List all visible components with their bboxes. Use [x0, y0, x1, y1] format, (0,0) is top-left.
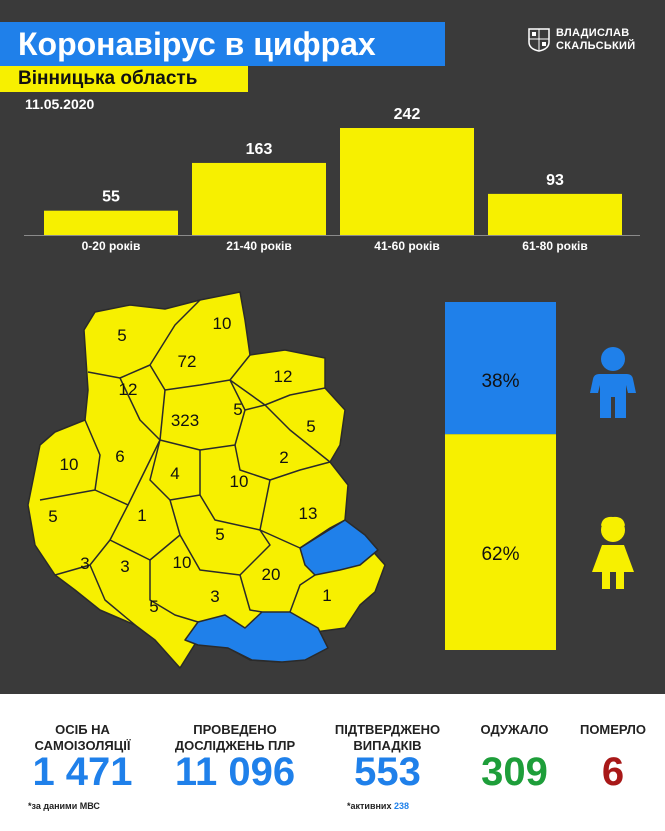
- title-banner: Коронавірус в цифрах: [0, 22, 445, 66]
- region-subtitle: Вінницька область: [18, 68, 198, 89]
- age-category-label: 0-20 років: [82, 239, 141, 253]
- district-value: 5: [149, 597, 158, 616]
- page-title: Коронавірус в цифрах: [18, 26, 376, 62]
- pcr-tests-value: 11 096: [174, 750, 296, 794]
- district-value: 4: [170, 464, 179, 483]
- district-borders: [39, 299, 346, 626]
- self-isolation-value: 1 471: [32, 750, 133, 794]
- district-value: 13: [299, 504, 318, 523]
- stats-panel: ОСІБ НА САМОІЗОЛЯЦІЇ 1 471 *за даними МВ…: [0, 694, 665, 831]
- age-bar: [340, 128, 474, 235]
- district-value: 5: [215, 525, 224, 544]
- source-note: *за даними МВС: [28, 801, 100, 811]
- district-value: 1: [137, 506, 146, 525]
- district-value: 2: [279, 448, 288, 467]
- female-percent-label: 62%: [481, 544, 520, 565]
- district-value: 12: [119, 380, 138, 399]
- age-bar-value: 93: [546, 172, 564, 189]
- male-percent-label: 38%: [481, 371, 520, 392]
- age-bar: [44, 210, 178, 235]
- age-bar: [488, 193, 622, 235]
- age-bar: [192, 162, 326, 235]
- deaths-label: ПОМЕРЛО: [579, 722, 647, 737]
- district-value: 5: [306, 417, 315, 436]
- age-bar-value: 55: [102, 189, 120, 206]
- gender-segment: [445, 434, 556, 650]
- district-value: 12: [274, 367, 293, 386]
- district-value: 1: [322, 586, 331, 605]
- district-value: 5: [233, 400, 242, 419]
- age-category-label: 61-80 років: [522, 239, 587, 253]
- confirmed-label: ПІДТВЕРДЖЕНО ВИПАДКІВ: [334, 722, 441, 753]
- age-bar-chart: 55 0-20 років 163 21-40 років 242 41-60 років…: [24, 106, 640, 253]
- district-value: 10: [230, 472, 249, 491]
- district-value: 6: [115, 447, 124, 466]
- district-value: 10: [173, 553, 192, 572]
- district-value: 72: [178, 352, 197, 371]
- district-value: 5: [117, 326, 126, 345]
- district-value: 10: [60, 455, 79, 474]
- active-note: *активних 238: [347, 801, 410, 811]
- district-value: 10: [213, 314, 232, 333]
- pcr-tests-label: ПРОВЕДЕНО ДОСЛІДЖЕНЬ ПЛР: [174, 722, 296, 753]
- logo-line-2: СКАЛЬСЬКИЙ: [556, 40, 636, 52]
- active-count: 238: [393, 801, 410, 811]
- age-category-label: 41-60 років: [374, 239, 439, 253]
- confirmed-value: 553: [354, 750, 421, 794]
- recovered-label: ОДУЖАЛО: [480, 722, 549, 737]
- self-isolation-label: ОСІБ НА САМОІЗОЛЯЦІЇ: [34, 722, 131, 753]
- district-value: 3: [210, 587, 219, 606]
- district-value: 3: [80, 554, 89, 573]
- subtitle-banner: Вінницька область: [0, 66, 248, 92]
- gender-segment: [445, 302, 556, 435]
- logo-line-1: ВЛАДИСЛАВ: [556, 27, 630, 39]
- age-category-label: 21-40 років: [226, 239, 291, 253]
- report-date: 11.05.2020: [25, 96, 95, 112]
- boy-icon: [590, 347, 636, 418]
- coat-of-arms-icon: [528, 28, 550, 52]
- recovered-district: [184, 611, 329, 663]
- age-bar-value: 163: [246, 141, 273, 158]
- girl-icon: [592, 516, 634, 589]
- author-logo: ВЛАДИСЛАВ СКАЛЬСЬКИЙ: [528, 27, 635, 53]
- district-value: 3: [120, 557, 129, 576]
- district-value: 5: [48, 507, 57, 526]
- recovered-value: 309: [481, 750, 548, 794]
- deaths-value: 6: [601, 750, 625, 794]
- district-value: 323: [171, 411, 199, 430]
- age-bar-value: 242: [394, 106, 421, 123]
- district-value: 20: [262, 565, 281, 584]
